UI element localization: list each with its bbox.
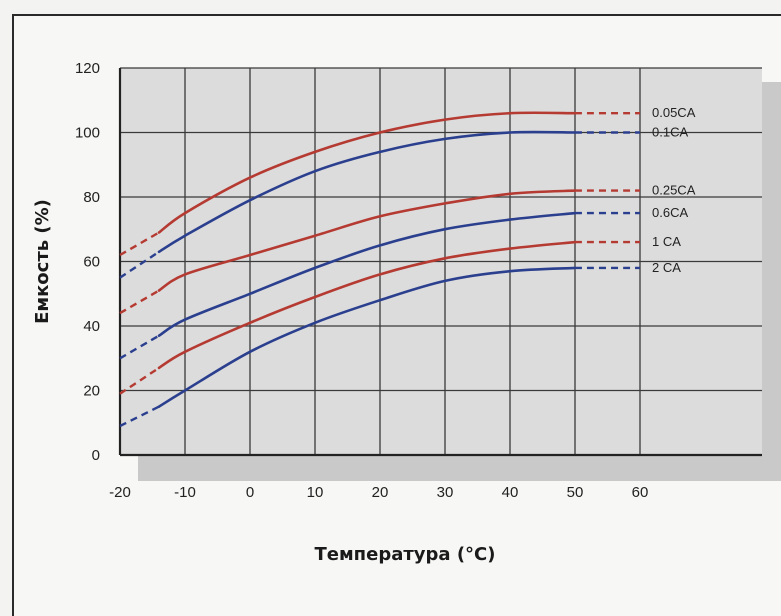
x-tick-label: 50: [567, 484, 584, 501]
series-label: 0.6CA: [652, 205, 688, 220]
y-tick-label: 80: [83, 189, 100, 206]
y-tick-label: 120: [75, 60, 100, 77]
series-line: [157, 211, 577, 337]
series-line-dashed-start: [119, 250, 160, 279]
series-line: [157, 111, 577, 234]
series-line: [157, 266, 577, 408]
x-tick-label: 20: [372, 484, 389, 501]
series-line-dashed-start: [119, 366, 160, 395]
y-axis-title: Емкость (%): [32, 199, 53, 324]
y-tick-label: 20: [83, 383, 100, 400]
series-line-dashed-start: [119, 405, 160, 428]
x-tick-label: -10: [174, 484, 196, 501]
series-label: 0.1CA: [652, 125, 688, 140]
y-tick-label: 40: [83, 318, 100, 335]
series-line-dashed-start: [119, 334, 160, 360]
series-line-dashed-start: [119, 289, 160, 315]
y-tick-label: 60: [83, 254, 100, 271]
y-tick-label: 100: [75, 125, 100, 142]
series-label: 0.25CA: [652, 183, 696, 198]
capacity-temperature-chart: -20 -10 0 10 20 30 40 50 60 0 20 40 60 80 100 120 Темпер…: [32, 60, 781, 565]
x-tick-label: 10: [307, 484, 324, 501]
series-line: [157, 240, 577, 370]
series-label: 2 CA: [652, 260, 681, 275]
x-tick-label: 60: [632, 484, 649, 501]
x-tick-label: 40: [502, 484, 519, 501]
x-tick-label: 30: [437, 484, 454, 501]
x-tick-label: 0: [246, 484, 254, 501]
x-axis-title: Температура (°C): [314, 544, 495, 565]
series-label: 1 CA: [652, 234, 681, 249]
series-line: [157, 130, 577, 254]
series-line: [157, 189, 577, 292]
series-line-dashed-start: [119, 231, 160, 257]
y-tick-label: 0: [92, 447, 100, 464]
x-tick-label: -20: [109, 484, 131, 501]
series-label: 0.05CA: [652, 105, 696, 120]
